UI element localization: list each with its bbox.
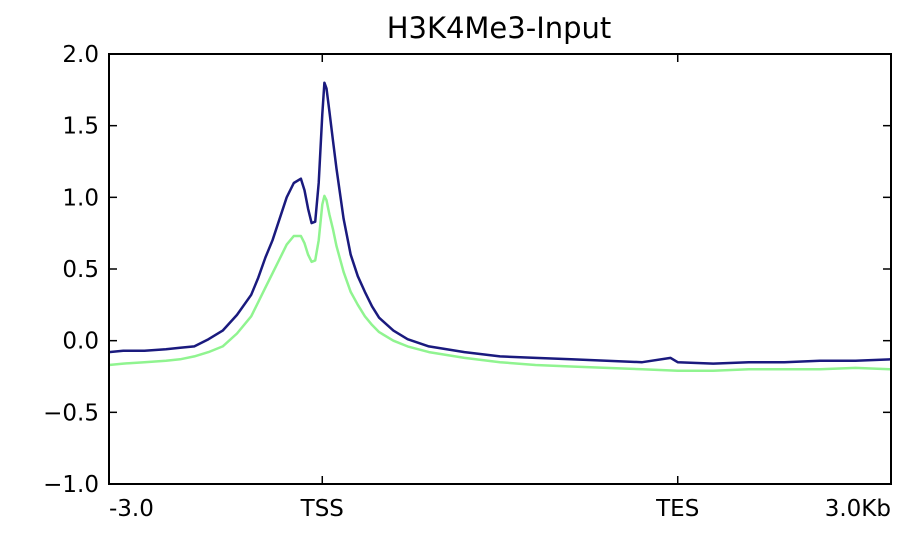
y-tick-label: 1.5: [62, 114, 99, 140]
y-tick-label: 1.0: [62, 185, 99, 211]
y-tick-label: 2.0: [62, 42, 99, 68]
x-tick-label: TES: [655, 496, 699, 522]
series-line-1: [108, 81, 892, 365]
chart-title: H3K4Me3-Input: [387, 11, 612, 45]
series-line-2: [108, 194, 892, 373]
y-tick-label: 0.0: [62, 329, 99, 355]
y-tick-label: −1.0: [43, 472, 99, 498]
series-layer: [108, 81, 892, 373]
x-tick-label: 3.0Kb: [825, 496, 891, 522]
x-tick-label: TSS: [300, 496, 344, 522]
y-tick-label: 0.5: [62, 257, 99, 283]
x-tick-label: -3.0: [109, 496, 154, 522]
y-tick-label: −0.5: [43, 400, 99, 426]
ticks-layer: 2.0 1.5 1.0 0.5 0.0 −0.5 −1.0 -3.0 TSS TES 3.0Kb: [43, 42, 892, 522]
plot-area-frame: [108, 53, 892, 485]
